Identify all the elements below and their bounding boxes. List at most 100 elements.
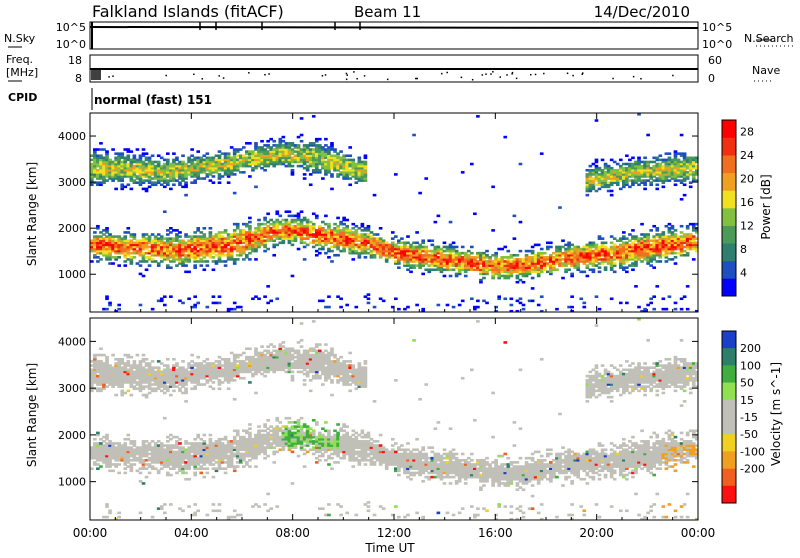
- power-cell: [680, 198, 684, 201]
- velocity-cell: [202, 440, 206, 443]
- power-cell: [206, 306, 210, 309]
- power-cell: [266, 248, 270, 251]
- power-cell: [503, 297, 507, 300]
- power-cell: [595, 159, 599, 162]
- power-cell: [570, 306, 574, 309]
- power-cell: [312, 115, 316, 118]
- power-cell: [266, 285, 270, 288]
- velocity-cell: [130, 356, 134, 359]
- velocity-cell: [178, 442, 182, 445]
- velocity-cell: [199, 472, 203, 475]
- power-colorbar-swatch: [722, 173, 736, 191]
- power-colorbar-swatch: [722, 208, 736, 226]
- power-cell: [582, 306, 586, 309]
- power-cell: [522, 308, 526, 311]
- power-cell: [549, 242, 553, 245]
- nave-dot: [264, 74, 266, 76]
- velocity-cell: [123, 472, 127, 475]
- power-cell: [227, 181, 231, 184]
- power-cell: [351, 159, 355, 162]
- power-cell: [421, 308, 425, 311]
- power-cell: [260, 140, 264, 143]
- power-cell: [649, 302, 653, 305]
- nave-dot: [353, 71, 355, 73]
- power-cell: [339, 150, 343, 153]
- power-cell: [169, 266, 173, 269]
- power-cell: [99, 142, 103, 145]
- power-cell: [193, 295, 197, 298]
- power-cell: [680, 308, 684, 311]
- power-cell: [406, 306, 410, 309]
- velocity-cell: [117, 463, 121, 466]
- power-cell: [367, 225, 371, 228]
- power-cell: [680, 225, 684, 228]
- nave-dot: [248, 72, 250, 74]
- velocity-cell: [166, 358, 170, 361]
- power-cell: [209, 227, 213, 230]
- power-cell: [117, 304, 121, 307]
- power-cell: [415, 304, 419, 307]
- power-cell: [364, 256, 368, 259]
- nave-dot: [572, 75, 574, 77]
- nave-dot: [165, 75, 167, 77]
- power-cell: [282, 136, 286, 139]
- velocity-cell: [142, 354, 146, 357]
- power-cell: [166, 152, 170, 155]
- power-cell: [330, 142, 334, 145]
- power-cell: [555, 268, 559, 271]
- power-cell: [443, 242, 447, 245]
- power-cell: [476, 115, 480, 118]
- power-cell: [415, 231, 419, 234]
- power-cell: [105, 308, 109, 311]
- power-cell: [434, 221, 438, 224]
- power-cell: [665, 308, 669, 311]
- power-cell: [470, 297, 474, 300]
- power-cell: [592, 268, 596, 271]
- power-cell: [510, 297, 514, 300]
- power-cell: [93, 231, 97, 234]
- power-cell: [598, 266, 602, 269]
- power-colorbar-swatch: [722, 261, 736, 279]
- velocity-cell: [99, 465, 103, 468]
- velocity-cell: [202, 434, 206, 437]
- power-cell: [674, 229, 678, 232]
- power-cell: [655, 183, 659, 186]
- power-cell: [233, 173, 237, 176]
- nave-dot: [346, 73, 348, 75]
- power-cell: [175, 157, 179, 160]
- power-cell: [123, 264, 127, 267]
- power-cell: [227, 152, 231, 155]
- velocity-cell: [178, 438, 182, 441]
- velocity-cell: [120, 358, 124, 361]
- power-cell: [418, 192, 422, 195]
- power-cell: [111, 148, 115, 151]
- power-cell: [345, 304, 349, 307]
- power-cell: [443, 275, 447, 278]
- power-cell: [367, 302, 371, 305]
- nave-dot: [347, 74, 349, 76]
- power-cell: [212, 181, 216, 184]
- power-cell: [662, 186, 666, 189]
- power-cell: [625, 271, 629, 274]
- power-cell: [668, 295, 672, 298]
- velocity-cell: [117, 516, 121, 519]
- velocity-cell: [108, 509, 112, 512]
- power-cell: [662, 297, 666, 300]
- power-cell: [133, 154, 137, 157]
- power-cell: [513, 215, 517, 218]
- power-cell: [595, 295, 599, 298]
- power-cell: [376, 233, 380, 236]
- power-cell: [601, 237, 605, 240]
- velocity-cell: [212, 503, 216, 506]
- power-cell: [497, 295, 501, 298]
- power-cell: [348, 146, 352, 149]
- power-cell: [139, 304, 143, 307]
- power-cell: [394, 297, 398, 300]
- power-cell: [117, 308, 121, 311]
- nave-dot: [322, 75, 324, 77]
- power-cell: [655, 188, 659, 191]
- power-cell: [318, 138, 322, 141]
- power-cell: [421, 273, 425, 276]
- power-colorbar-swatch: [722, 278, 736, 296]
